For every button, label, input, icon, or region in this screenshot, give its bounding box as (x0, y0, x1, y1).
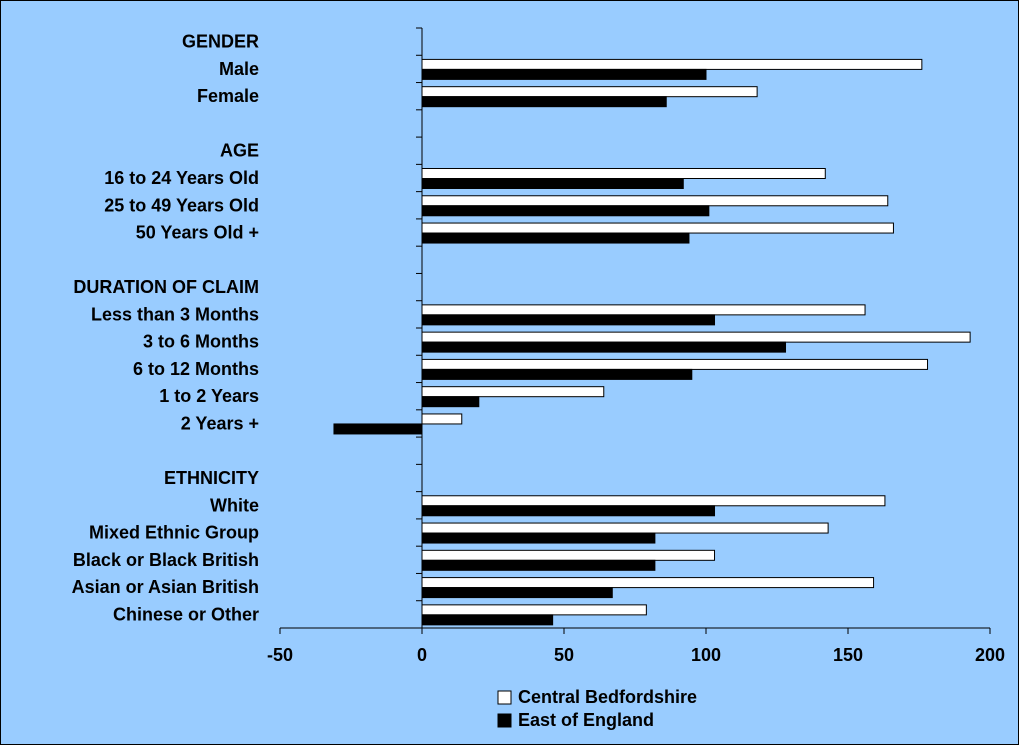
legend-swatch-central-bedfordshire (497, 690, 512, 705)
legend-label-central-bedfordshire: Central Bedfordshire (518, 687, 697, 707)
labels-layer: GENDER Male Female AGE 16 to 24 Years Old 25 … (72, 32, 259, 625)
category-label-female: Female (197, 86, 259, 106)
category-label-50-years-old: 50 Years Old + (136, 223, 259, 243)
bar-east-of-england-male (421, 68, 707, 80)
category-label-ethnicity: ETHNICITY (164, 468, 259, 488)
category-label-gender: GENDER (182, 32, 259, 52)
bar-east-of-england-less-than-3-months (421, 314, 716, 326)
bars-layer (333, 58, 971, 626)
bar-central-bedfordshire-2-years (421, 413, 463, 425)
category-label-3-to-6-months: 3 to 6 Months (143, 332, 259, 352)
bar-east-of-england-white (421, 505, 716, 517)
category-label-less-than-3-months: Less than 3 Months (91, 304, 259, 324)
axes-layer: -50 0 50 100 150 200 (267, 27, 1005, 665)
category-label-age: AGE (220, 141, 259, 161)
bar-central-bedfordshire-black-or-black-british (421, 549, 716, 561)
bar-central-bedfordshire-white (421, 495, 886, 507)
bar-central-bedfordshire-chinese-or-other (421, 604, 647, 616)
x-tick-label: 200 (975, 645, 1005, 665)
bar-east-of-england-3-to-6-months (421, 341, 787, 353)
x-tick-label: -50 (267, 645, 293, 665)
bar-east-of-england-1-to-2-years (421, 396, 480, 408)
bar-east-of-england-50-years-old (421, 232, 690, 244)
bar-central-bedfordshire-16-to-24-years-old (421, 168, 826, 179)
bar-east-of-england-2-years (333, 423, 423, 435)
category-label-duration-of-claim: DURATION OF CLAIM (73, 277, 259, 297)
category-label-male: Male (219, 59, 259, 79)
x-tick-label: 50 (554, 645, 574, 665)
category-label-6-to-12-months: 6 to 12 Months (133, 359, 259, 379)
x-tick-label: 150 (833, 645, 863, 665)
legend-swatch-east-of-england (497, 713, 512, 728)
category-label-white: White (210, 495, 259, 515)
legend: Central Bedfordshire East of England (497, 687, 697, 730)
bar-central-bedfordshire-25-to-49-years-old (421, 195, 889, 207)
category-label-chinese-or-other: Chinese or Other (113, 604, 259, 624)
category-label-asian-or-asian-british: Asian or Asian British (72, 577, 259, 597)
bar-east-of-england-25-to-49-years-old (421, 205, 710, 217)
bar-central-bedfordshire-1-to-2-years (421, 386, 605, 398)
bar-east-of-england-chinese-or-other (421, 614, 554, 626)
category-label-16-to-24-years-old: 16 to 24 Years Old (104, 168, 259, 188)
bar-central-bedfordshire-6-to-12-months (421, 358, 929, 370)
bar-central-bedfordshire-3-to-6-months (421, 331, 971, 343)
bar-central-bedfordshire-asian-or-asian-british (421, 577, 875, 589)
bar-central-bedfordshire-less-than-3-months (421, 304, 866, 316)
category-label-black-or-black-british: Black or Black British (73, 550, 259, 570)
bar-east-of-england-asian-or-asian-british (421, 587, 613, 599)
bar-central-bedfordshire-male (421, 58, 923, 70)
bar-central-bedfordshire-mixed-ethnic-group (421, 522, 829, 534)
category-label-25-to-49-years-old: 25 to 49 Years Old (104, 195, 259, 215)
legend-label-east-of-england: East of England (518, 710, 654, 730)
bar-central-bedfordshire-50-years-old (421, 222, 894, 234)
bar-east-of-england-black-or-black-british (421, 559, 656, 571)
category-label-1-to-2-years: 1 to 2 Years (159, 386, 259, 406)
bar-east-of-england-mixed-ethnic-group (421, 532, 656, 544)
category-label-2-years: 2 Years + (181, 413, 259, 433)
bar-east-of-england-6-to-12-months (421, 368, 693, 380)
bar-central-bedfordshire-female (421, 86, 758, 98)
bar-east-of-england-female (421, 96, 667, 108)
x-tick-label: 0 (417, 645, 427, 665)
category-label-mixed-ethnic-group: Mixed Ethnic Group (89, 523, 259, 543)
x-tick-label: 100 (691, 645, 721, 665)
bar-east-of-england-16-to-24-years-old (421, 178, 684, 189)
